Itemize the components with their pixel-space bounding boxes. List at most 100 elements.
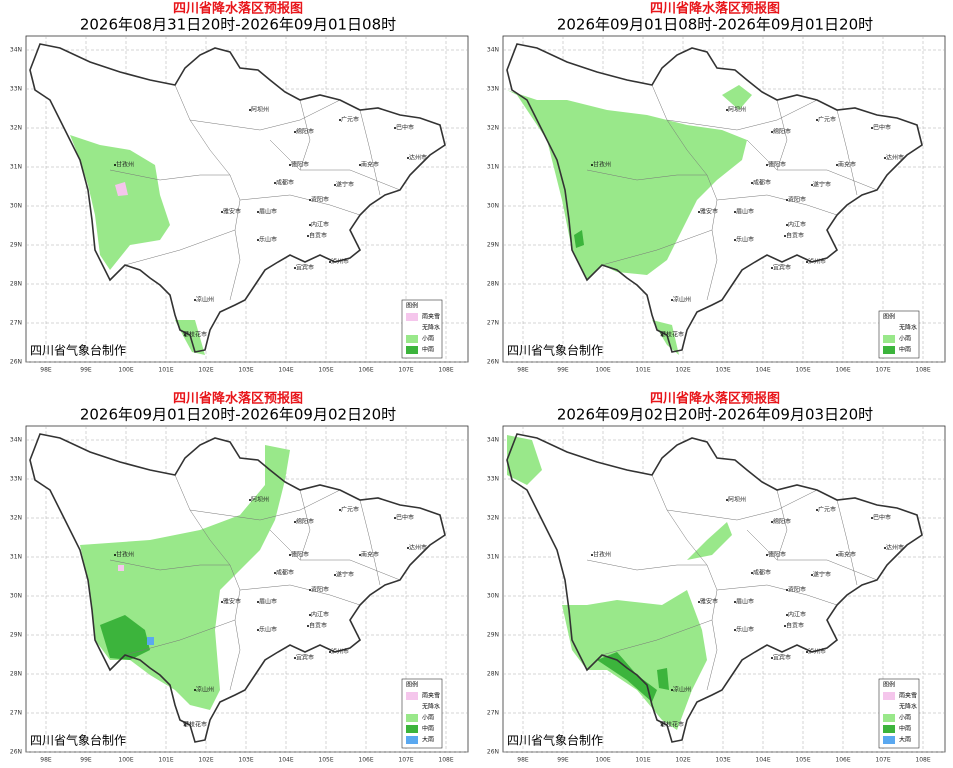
- legend-swatch: [406, 324, 418, 332]
- city-label: 自贡市: [786, 232, 804, 240]
- city-dot: [698, 601, 700, 603]
- city-label: 成都市: [753, 179, 771, 187]
- city-dot: [184, 334, 186, 336]
- lon-label: 104E: [755, 757, 770, 764]
- city-dot: [734, 629, 736, 631]
- lon-label: 108E: [438, 757, 453, 764]
- city-label: 阿坝州: [728, 496, 746, 504]
- city-dot: [766, 164, 768, 166]
- city-label: 阿坝州: [728, 106, 746, 114]
- legend-swatch: [883, 335, 895, 343]
- legend-swatch: [883, 714, 895, 722]
- county-border: [836, 109, 858, 196]
- lat-label: 33N: [10, 86, 22, 93]
- city-label: 成都市: [276, 569, 294, 577]
- city-label: 阿坝州: [251, 106, 269, 114]
- city-label: 凉山州: [196, 686, 214, 694]
- city-label: 甘孜州: [593, 551, 611, 559]
- county-border: [651, 474, 718, 691]
- county-border: [836, 499, 858, 586]
- city-dot: [771, 267, 773, 269]
- lat-label: 28N: [10, 281, 22, 288]
- city-dot: [194, 689, 196, 691]
- county-border: [124, 229, 236, 266]
- rain-area: [597, 652, 657, 702]
- lat-label: 30N: [487, 593, 499, 600]
- lat-label: 30N: [10, 593, 22, 600]
- city-dot: [811, 184, 813, 186]
- rain-area: [574, 230, 584, 248]
- lon-label: 102E: [198, 757, 213, 764]
- county-border: [666, 489, 818, 521]
- lon-label: 101E: [635, 367, 650, 374]
- lat-label: 26N: [10, 749, 22, 756]
- lat-label: 32N: [10, 125, 22, 132]
- lat-label: 27N: [487, 320, 499, 327]
- city-dot: [249, 499, 251, 501]
- city-label: 绵阳市: [296, 128, 314, 136]
- city-dot: [194, 299, 196, 301]
- legend-title: 图例: [406, 302, 418, 310]
- city-label: 攀枝花市: [183, 331, 207, 339]
- lon-label: 103E: [238, 757, 253, 764]
- lat-label: 28N: [487, 671, 499, 678]
- city-label: 资阳市: [788, 196, 806, 204]
- city-label: 绵阳市: [296, 518, 314, 526]
- city-label: 内江市: [788, 611, 806, 619]
- lat-label: 26N: [487, 359, 499, 366]
- city-label: 南充市: [838, 161, 856, 169]
- city-label: 德阳市: [768, 551, 786, 559]
- lon-label: 100E: [118, 757, 133, 764]
- city-dot: [407, 157, 409, 159]
- panel-title: 四川省降水落区预报图: [650, 391, 780, 407]
- lon-label: 107E: [875, 757, 890, 764]
- lon-label: 105E: [318, 367, 333, 374]
- credit: 四川省气象台制作: [30, 343, 126, 358]
- city-label: 甘孜州: [116, 551, 134, 559]
- credit: 四川省气象台制作: [30, 733, 126, 748]
- city-dot: [734, 601, 736, 603]
- city-dot: [766, 554, 768, 556]
- city-label: 泸州市: [808, 648, 826, 656]
- lon-label: 98E: [517, 367, 529, 374]
- legend-swatch: [883, 692, 895, 700]
- city-dot: [294, 131, 296, 133]
- city-label: 自贡市: [309, 232, 327, 240]
- lat-label: 27N: [10, 320, 22, 327]
- lat-label: 29N: [487, 242, 499, 249]
- city-dot: [339, 119, 341, 121]
- city-dot: [726, 109, 728, 111]
- city-label: 达州市: [886, 154, 904, 162]
- city-label: 宜宾市: [773, 654, 791, 662]
- city-dot: [334, 574, 336, 576]
- city-label: 乐山市: [736, 236, 754, 244]
- city-label: 凉山州: [196, 296, 214, 304]
- city-dot: [257, 239, 259, 241]
- city-label: 巴中市: [396, 514, 414, 522]
- lat-label: 32N: [487, 515, 499, 522]
- city-dot: [591, 164, 593, 166]
- legend-label: 无降水: [899, 324, 917, 332]
- lon-label: 105E: [795, 367, 810, 374]
- legend-swatch: [406, 714, 418, 722]
- legend-label: 中雨: [422, 346, 434, 354]
- city-label: 乐山市: [736, 626, 754, 634]
- city-label: 雅安市: [700, 598, 718, 606]
- rain-area: [687, 522, 732, 560]
- city-dot: [884, 547, 886, 549]
- lat-label: 34N: [10, 437, 22, 444]
- city-dot: [294, 521, 296, 523]
- legend-label: 雨夹雪: [422, 313, 440, 321]
- lat-label: 26N: [487, 749, 499, 756]
- legend-swatch: [406, 736, 418, 744]
- county-border: [109, 169, 230, 181]
- city-label: 广元市: [341, 116, 359, 124]
- city-label: 资阳市: [311, 196, 329, 204]
- city-dot: [339, 509, 341, 511]
- city-label: 泸州市: [331, 258, 349, 266]
- legend-swatch: [883, 346, 895, 354]
- city-label: 德阳市: [768, 161, 786, 169]
- lon-label: 108E: [438, 367, 453, 374]
